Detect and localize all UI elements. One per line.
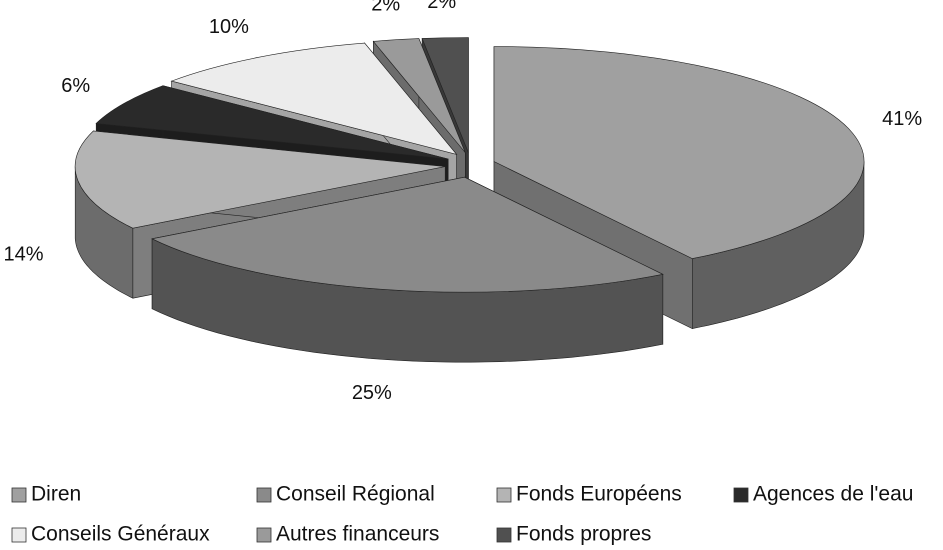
legend-label: Fonds Européens bbox=[516, 483, 682, 506]
legend-swatch bbox=[11, 527, 27, 543]
slice bbox=[95, 85, 449, 160]
legend-label: Diren bbox=[31, 483, 81, 506]
data-label: 14% bbox=[4, 244, 44, 266]
data-label: 25% bbox=[352, 382, 392, 404]
slice bbox=[74, 130, 446, 229]
slice bbox=[151, 176, 664, 293]
legend-swatch bbox=[256, 487, 272, 503]
slice bbox=[493, 46, 865, 259]
data-label: 2% bbox=[371, 0, 400, 16]
data-label: 6% bbox=[61, 75, 90, 97]
legend-swatch bbox=[496, 527, 512, 543]
legend-label: Conseils Généraux bbox=[31, 523, 210, 546]
legend-swatch bbox=[733, 487, 749, 503]
data-label: 41% bbox=[882, 108, 922, 130]
slice bbox=[170, 42, 458, 155]
legend-swatch bbox=[256, 527, 272, 543]
slice bbox=[421, 37, 469, 153]
slice bbox=[372, 38, 466, 153]
legend-label: Fonds propres bbox=[516, 523, 651, 546]
legend-swatch bbox=[496, 487, 512, 503]
legend-label: Conseil Régional bbox=[276, 483, 435, 506]
data-label: 2% bbox=[427, 0, 456, 13]
legend-label: Agences de l'eau bbox=[753, 483, 913, 506]
data-label: 10% bbox=[209, 16, 249, 38]
legend-swatch bbox=[11, 487, 27, 503]
legend-label: Autres financeurs bbox=[276, 523, 439, 546]
